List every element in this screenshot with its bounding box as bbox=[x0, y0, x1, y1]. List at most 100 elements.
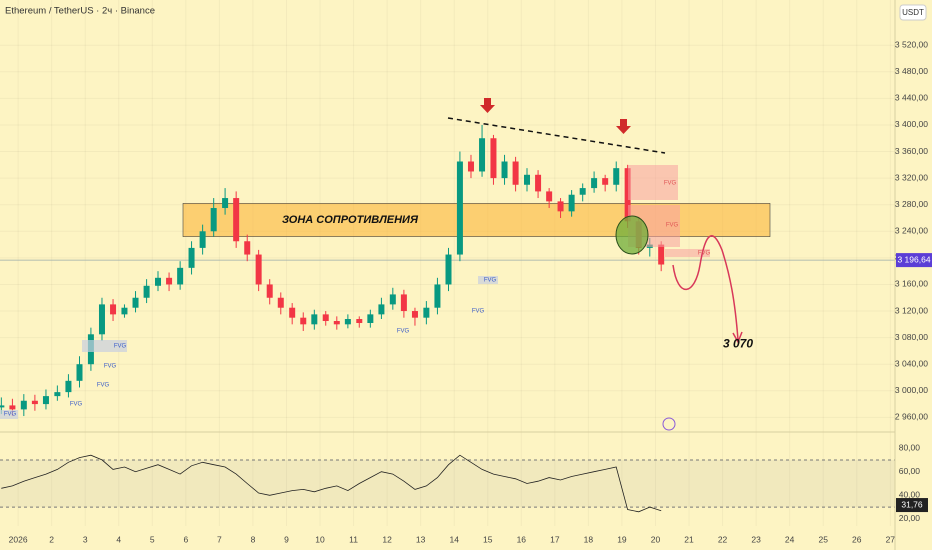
candle-body bbox=[591, 178, 598, 189]
candle-body bbox=[166, 277, 173, 285]
fvg-label: FVG bbox=[97, 383, 110, 389]
rsi-badge bbox=[896, 498, 928, 513]
x-tick-label: 27 bbox=[886, 534, 896, 544]
candle-body bbox=[300, 317, 307, 325]
candle-body bbox=[568, 194, 575, 212]
x-tick-label: 17 bbox=[550, 534, 560, 544]
fvg-label: FVG bbox=[666, 223, 679, 229]
y-tick-label: 3 240,00 bbox=[895, 226, 928, 236]
rsi-tick-label: 40,00 bbox=[899, 490, 921, 500]
x-tick-label: 19 bbox=[617, 534, 627, 544]
candle-body bbox=[490, 138, 497, 179]
fvg-box bbox=[82, 340, 127, 352]
projection-path bbox=[672, 235, 739, 341]
candle-body bbox=[344, 319, 351, 325]
candle-body bbox=[98, 304, 105, 335]
y-tick-label: 3 080,00 bbox=[895, 332, 928, 342]
y-tick-label: 3 320,00 bbox=[895, 172, 928, 182]
candle-body bbox=[658, 244, 665, 265]
x-tick-label: 22 bbox=[718, 534, 728, 544]
candle-body bbox=[110, 304, 117, 315]
x-tick-label: 14 bbox=[449, 534, 459, 544]
y-tick-label: 3 440,00 bbox=[895, 93, 928, 103]
candle-body bbox=[42, 396, 49, 405]
y-tick-label: 3 400,00 bbox=[895, 119, 928, 129]
x-tick-label: 4 bbox=[116, 534, 121, 544]
candle-body bbox=[378, 304, 385, 315]
x-tick-label: 25 bbox=[818, 534, 828, 544]
fvg-label: FVG bbox=[484, 278, 497, 284]
fvg-label: FVG bbox=[114, 344, 127, 350]
candle-body bbox=[188, 247, 195, 268]
candle-body bbox=[121, 307, 128, 315]
arrow-down bbox=[616, 119, 631, 134]
y-tick-label: 3 480,00 bbox=[895, 66, 928, 76]
candle-body bbox=[210, 208, 217, 232]
candle-body bbox=[9, 405, 16, 410]
fvg-label: FVG bbox=[397, 329, 410, 335]
resistance-zone bbox=[182, 203, 771, 237]
x-tick-label: 2 bbox=[49, 534, 54, 544]
candle-body bbox=[613, 168, 620, 185]
x-tick-label: 15 bbox=[483, 534, 493, 544]
candle-body bbox=[445, 254, 452, 285]
x-tick-label: 16 bbox=[517, 534, 527, 544]
x-tick-label: 7 bbox=[217, 534, 222, 544]
x-tick-label: 2026 bbox=[9, 534, 28, 544]
arrow-down bbox=[480, 98, 495, 113]
candle-body bbox=[501, 161, 508, 179]
x-tick-label: 12 bbox=[382, 534, 392, 544]
x-tick-label: 11 bbox=[349, 534, 358, 544]
rsi-last-label: 31,76 bbox=[901, 499, 923, 509]
candle-body bbox=[177, 267, 184, 285]
candle-body bbox=[255, 254, 262, 285]
x-tick-label: 6 bbox=[183, 534, 188, 544]
trend-line bbox=[447, 117, 666, 154]
fvg-label: FVG bbox=[104, 364, 117, 370]
candle-body bbox=[289, 307, 296, 318]
candle-body bbox=[557, 201, 564, 212]
rsi-band bbox=[0, 459, 895, 508]
x-tick-label: 13 bbox=[416, 534, 426, 544]
candle-body bbox=[602, 178, 609, 185]
x-tick-label: 5 bbox=[150, 534, 155, 544]
x-tick-label: 26 bbox=[852, 534, 862, 544]
plot-layer bbox=[0, 0, 895, 526]
candle-body bbox=[624, 168, 631, 222]
fvg-label: FVG bbox=[698, 251, 711, 257]
candle-body bbox=[512, 161, 519, 185]
last-price-badge bbox=[896, 253, 932, 268]
candle-body bbox=[524, 174, 531, 185]
candle-body bbox=[76, 364, 83, 381]
projection-arrow bbox=[732, 331, 743, 344]
candle-body bbox=[456, 161, 463, 255]
chart-title: Ethereum / TetherUS · 2ч · Binance bbox=[5, 6, 155, 17]
zone-label: ЗОНА СОПРОТИВЛЕНИЯ bbox=[282, 214, 419, 226]
candle-body bbox=[20, 400, 27, 410]
x-tick-label: 8 bbox=[251, 534, 256, 544]
currency-button[interactable] bbox=[899, 4, 927, 21]
candle-body bbox=[222, 198, 229, 209]
rsi-tick-label: 80,00 bbox=[899, 442, 921, 452]
fvg-label: FVG bbox=[70, 402, 83, 408]
candle-body bbox=[333, 321, 340, 325]
candle-body bbox=[233, 198, 240, 242]
last-price-label: 3 196,64 bbox=[897, 254, 930, 264]
candle-body bbox=[367, 314, 374, 324]
candle-body bbox=[143, 285, 150, 298]
candle-body bbox=[423, 307, 430, 318]
candle-body bbox=[155, 277, 162, 286]
candle-body bbox=[54, 392, 61, 397]
candle-body bbox=[535, 174, 542, 192]
candle-body bbox=[199, 231, 206, 248]
rsi-line bbox=[1, 454, 662, 513]
candle-body bbox=[579, 188, 586, 195]
y-tick-label: 3 280,00 bbox=[895, 199, 928, 209]
y-tick-label: 3 160,00 bbox=[895, 279, 928, 289]
target-label: 3 070 bbox=[723, 336, 753, 350]
fvg-label: FVG bbox=[664, 181, 677, 187]
y-tick-label: 3 120,00 bbox=[895, 305, 928, 315]
candle-body bbox=[0, 405, 5, 408]
y-tick-label: 2 960,00 bbox=[895, 412, 928, 422]
